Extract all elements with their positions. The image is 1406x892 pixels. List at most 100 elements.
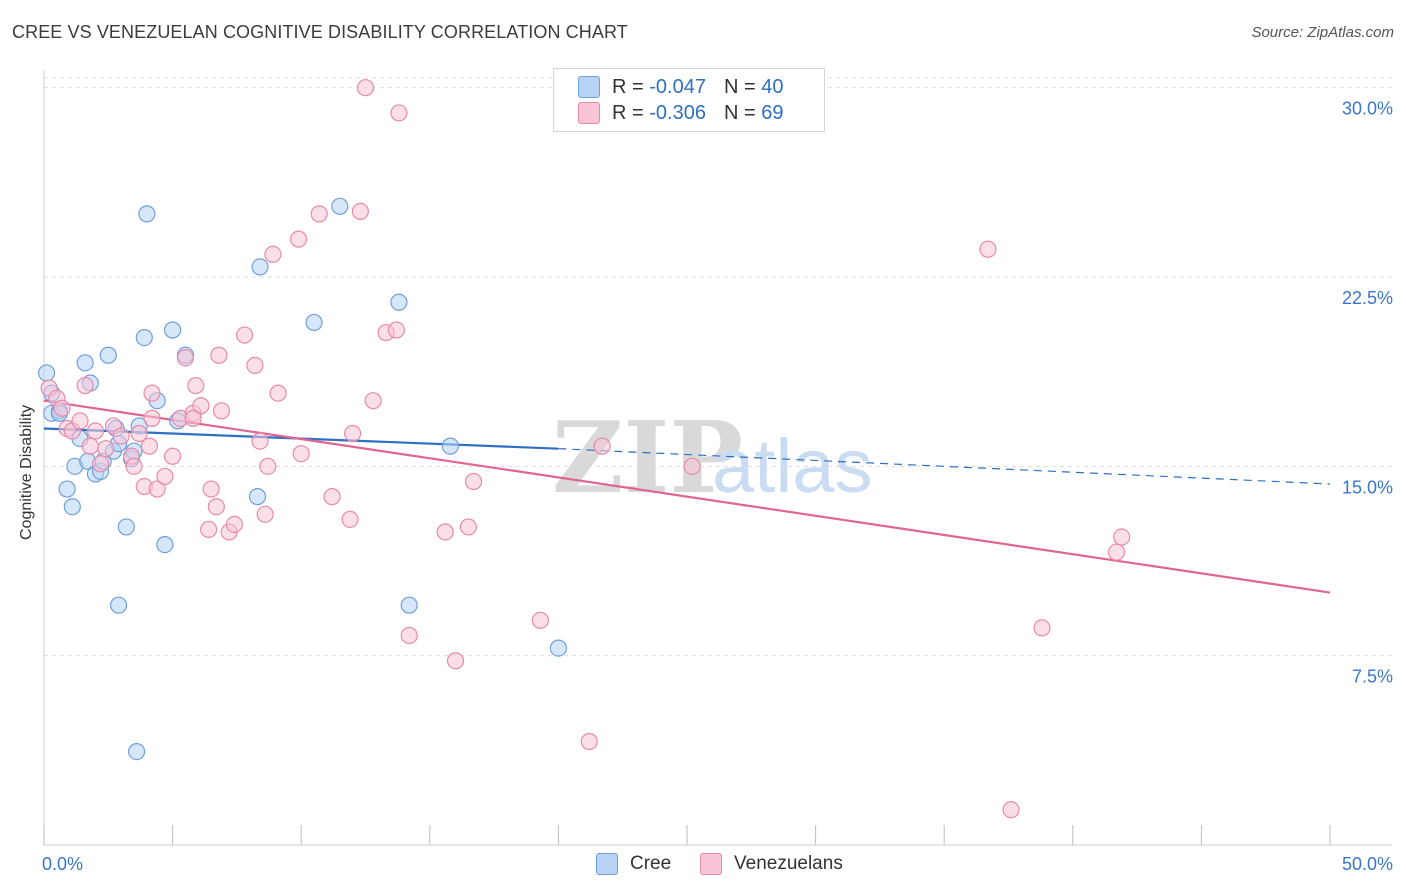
venezuelans-point — [236, 326, 254, 344]
cree-swatch — [596, 853, 618, 875]
venezuelans-point — [593, 437, 611, 455]
venezuelans-point — [310, 205, 328, 223]
venezuelans-point — [459, 518, 477, 536]
venezuelans-point — [156, 467, 174, 486]
venezuelans-swatch — [700, 853, 722, 875]
venezuelans-point — [351, 202, 369, 220]
venezuelans-point — [341, 510, 359, 528]
cree-trend-line-extension — [558, 448, 1331, 485]
venezuelans-point — [53, 399, 71, 417]
venezuelans-point — [125, 457, 143, 475]
venezuelans-point — [192, 397, 210, 415]
cree-point — [99, 346, 117, 364]
venezuelans-point — [1107, 543, 1126, 561]
venezuelans-point — [187, 376, 205, 395]
watermark-atlas: atlas — [712, 424, 873, 509]
venezuelans-point — [207, 498, 225, 516]
venezuelans-point — [323, 488, 341, 506]
venezuelans-swatch — [578, 102, 600, 124]
r-value: -0.306 — [649, 101, 706, 124]
venezuelans-point — [1113, 528, 1131, 546]
venezuelans-point — [344, 424, 362, 443]
n-value: 40 — [761, 75, 784, 98]
venezuelans-point — [130, 424, 148, 443]
venezuelans-point — [140, 437, 159, 455]
venezuelans-point — [112, 427, 130, 445]
venezuelans-point — [356, 79, 375, 97]
venezuelans-point — [436, 523, 454, 541]
venezuelans-point — [143, 409, 161, 427]
cree-swatch — [578, 76, 600, 98]
watermark: ZIP atlas — [552, 401, 873, 516]
y-tick-label: 7.5% — [1352, 667, 1393, 687]
cree-point — [305, 313, 323, 332]
venezuelans-point — [1002, 801, 1020, 819]
x-tick-label: 50.0% — [1342, 854, 1393, 874]
venezuelans-point — [259, 457, 277, 475]
cree-point — [63, 498, 81, 516]
venezuelans-point — [264, 245, 282, 263]
n-label: N = — [723, 75, 756, 98]
x-tick-label: 0.0% — [42, 854, 83, 874]
venezuelans-point — [97, 440, 115, 458]
venezuelans-point — [580, 732, 598, 751]
legend-item-cree: Cree — [596, 853, 671, 875]
cree-point — [58, 480, 76, 498]
venezuelans-point — [210, 346, 228, 364]
venezuelans-point — [176, 349, 195, 367]
venezuelans-point — [269, 384, 287, 402]
cree-point — [441, 437, 459, 455]
cree-point — [251, 258, 269, 276]
venezuelans-point — [531, 611, 549, 629]
venezuelans-point — [164, 447, 182, 465]
venezuelans-point — [76, 376, 94, 395]
series-legend: Cree Venezuelans — [0, 850, 1406, 880]
cree-point — [248, 488, 267, 506]
watermark-zip: ZIP — [552, 401, 743, 516]
venezuelans-point — [81, 437, 99, 455]
legend-label: Venezuelans — [734, 853, 843, 874]
stats-legend-row-cree: R = -0.047 N = 40 — [578, 75, 783, 99]
n-value: 69 — [761, 101, 784, 124]
y-tick-label: 15.0% — [1342, 477, 1393, 497]
cree-point — [164, 321, 182, 339]
venezuelans-point — [390, 104, 408, 122]
venezuelans-point — [86, 422, 105, 440]
venezuelans-point — [364, 392, 382, 410]
venezuelans-point — [683, 457, 701, 475]
r-label: R = — [612, 75, 644, 98]
cree-point — [390, 293, 408, 311]
r-value: -0.047 — [649, 75, 706, 98]
cree-point — [109, 596, 128, 614]
venezuelans-point — [246, 356, 264, 374]
venezuelans-point — [400, 626, 418, 645]
venezuelans-point — [202, 480, 220, 498]
venezuelans-point — [446, 652, 465, 670]
venezuelans-point — [200, 520, 218, 539]
cree-point — [127, 742, 146, 761]
venezuelans-point — [91, 455, 110, 473]
cree-point — [117, 518, 135, 536]
cree-point — [135, 328, 153, 347]
venezuelans-point — [1033, 619, 1051, 637]
source-label: Source: ZipAtlas.com — [1251, 24, 1394, 41]
venezuelans-point — [212, 402, 231, 420]
cree-point — [138, 205, 156, 223]
venezuelans-point — [225, 515, 243, 533]
chart-title: CREE VS VENEZUELAN COGNITIVE DISABILITY … — [12, 22, 628, 42]
venezuelans-point — [148, 480, 166, 498]
venezuelans-point — [71, 412, 89, 430]
cree-point — [400, 596, 418, 614]
venezuelans-point — [979, 240, 997, 258]
venezuelans-point — [251, 432, 269, 450]
y-tick-label: 30.0% — [1342, 99, 1393, 119]
venezuelans-point — [290, 230, 308, 248]
venezuelans-point — [143, 384, 161, 402]
stats-legend-row-venezuelans: R = -0.306 N = 69 — [578, 101, 783, 125]
venezuelans-point — [184, 409, 202, 427]
cree-point — [549, 639, 568, 657]
stats-legend: R = -0.047 N = 40 R = -0.306 N = 69 — [553, 68, 825, 132]
y-tick-label: 22.5% — [1342, 288, 1393, 308]
r-label: R = — [612, 101, 644, 124]
cree-point — [156, 535, 174, 554]
